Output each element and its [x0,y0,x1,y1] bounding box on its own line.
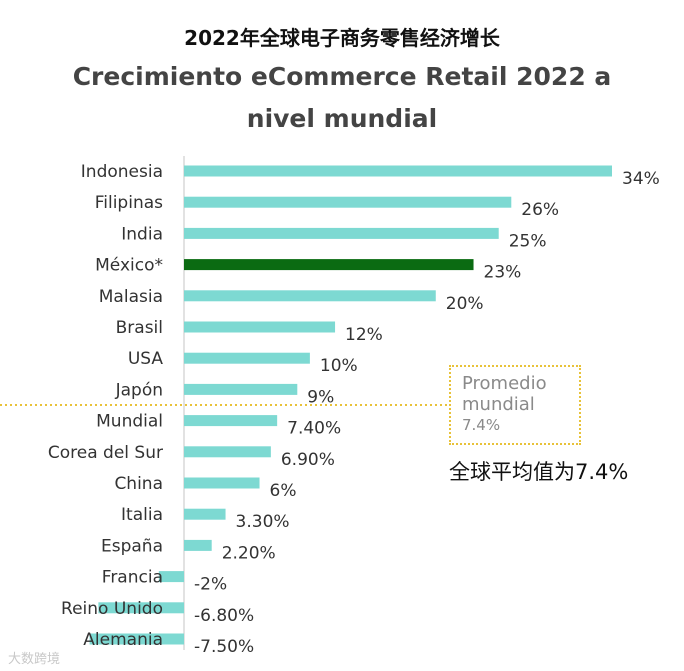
category-label-6: USA [128,349,164,369]
category-label-14: Reino Unido [61,599,163,619]
bar-10 [184,477,260,489]
bar-8 [184,415,278,427]
chart-title-es-line1: Crecimiento eCommerce Retail 2022 a [72,62,612,91]
category-label-11: Italia [121,505,163,525]
value-label-6: 10% [320,356,358,376]
bar-13 [158,571,184,583]
bar-2 [184,227,499,239]
value-label-4: 20% [446,294,484,314]
bar-0 [184,165,612,177]
value-label-13: -2% [194,575,227,595]
category-label-5: Brasil [116,318,163,338]
value-label-12: 2.20% [222,543,276,563]
value-label-3: 23% [484,263,522,283]
value-label-7: 9% [307,387,334,407]
watermark: 大数跨境 [8,652,61,667]
bar-1 [184,196,512,208]
category-label-7: Japón [115,380,163,400]
value-label-11: 3.30% [236,512,290,532]
bar-9 [184,446,271,458]
chart-title-es-line2: nivel mundial [246,104,438,133]
bar-7 [184,383,298,395]
chart-title-zh: 2022年全球电子商务零售经济增长 [184,26,500,50]
bar-5 [184,321,336,333]
bar-12 [184,539,212,551]
category-label-0: Indonesia [81,162,163,182]
value-label-8: 7.40% [287,419,341,439]
category-label-10: China [114,474,163,494]
category-label-2: India [121,224,163,244]
value-label-15: -7.50% [194,637,254,657]
value-label-2: 25% [509,231,547,251]
category-label-9: Corea del Sur [48,443,163,463]
value-label-5: 12% [345,325,383,345]
chart-title-es: Crecimiento eCommerce Retail 2022 a nive… [0,56,684,140]
bar-6 [184,352,310,364]
average-label-zh: 全球平均值为7.4% [449,460,629,484]
average-value-text: 7.4% [462,416,501,434]
value-label-9: 6.90% [281,450,335,470]
category-label-12: España [101,536,163,556]
bar-15 [89,633,184,645]
category-label-1: Filipinas [95,193,163,213]
value-label-14: -6.80% [194,606,254,626]
bar-4 [184,290,436,302]
value-label-10: 6% [270,481,297,501]
category-label-4: Malasia [99,287,163,307]
bar-3 [184,259,474,271]
category-label-13: Francia [102,568,163,588]
average-annotation-box: Promedio mundial 7.4% [449,365,581,445]
value-label-0: 34% [622,169,660,189]
bar-14 [98,602,184,614]
category-label-8: Mundial [96,412,163,432]
category-label-15: Alemania [83,630,163,650]
average-label-es: Promedio mundial [462,373,547,415]
value-label-1: 26% [521,200,559,220]
bar-11 [184,508,226,520]
category-label-3: México* [95,256,163,276]
